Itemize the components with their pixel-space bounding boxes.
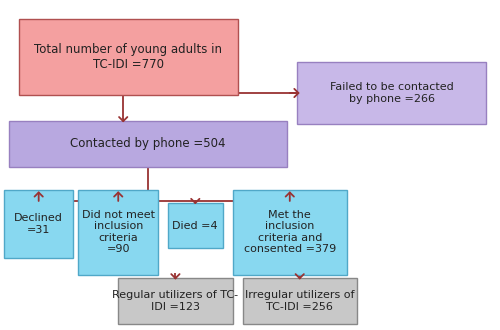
FancyBboxPatch shape [4, 189, 73, 258]
Text: Failed to be contacted
by phone =266: Failed to be contacted by phone =266 [330, 82, 454, 104]
FancyBboxPatch shape [232, 189, 347, 275]
Text: Total number of young adults in
TC-IDI =770: Total number of young adults in TC-IDI =… [34, 43, 222, 71]
FancyBboxPatch shape [19, 19, 238, 95]
Text: Irregular utilizers of
TC-IDI =256: Irregular utilizers of TC-IDI =256 [245, 290, 354, 312]
FancyBboxPatch shape [9, 121, 287, 167]
FancyBboxPatch shape [297, 62, 486, 124]
Text: Regular utilizers of TC-
IDI =123: Regular utilizers of TC- IDI =123 [112, 290, 238, 312]
FancyBboxPatch shape [168, 203, 222, 248]
Text: Died =4: Died =4 [172, 220, 218, 231]
Text: Declined
=31: Declined =31 [14, 213, 63, 235]
Text: Met the
inclusion
criteria and
consented =379: Met the inclusion criteria and consented… [244, 210, 336, 254]
Text: Did not meet
inclusion
criteria
=90: Did not meet inclusion criteria =90 [82, 210, 154, 254]
FancyBboxPatch shape [118, 278, 232, 324]
FancyBboxPatch shape [78, 189, 158, 275]
Text: Contacted by phone =504: Contacted by phone =504 [70, 137, 226, 150]
FancyBboxPatch shape [242, 278, 357, 324]
